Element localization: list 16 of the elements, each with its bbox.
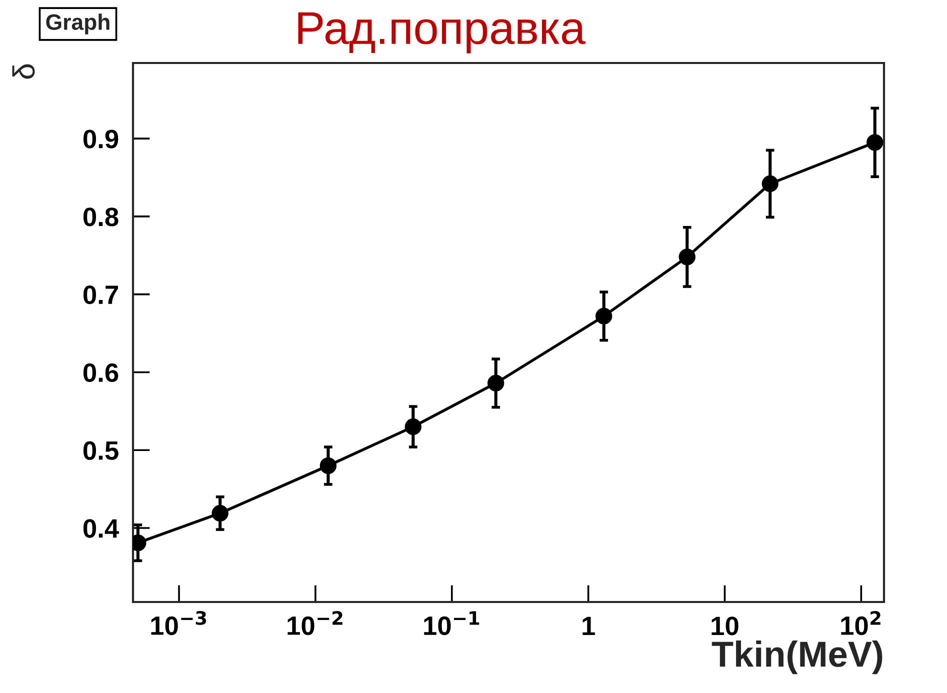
y-tick-label: 0.9 xyxy=(83,130,118,148)
x-tick-label: 10$^{−1}$ xyxy=(424,611,480,636)
x-tick-label: 10 xyxy=(712,616,738,636)
y-tick-label: 0.5 xyxy=(83,441,118,460)
y-tick-label: 0.7 xyxy=(83,285,118,304)
y-axis-title: δ xyxy=(12,64,35,79)
x-tick-label: 10$^{−2}$ xyxy=(288,611,342,636)
x-axis-title: Tkin(MeV) xyxy=(712,640,882,674)
x-tick-label: 1 xyxy=(582,616,595,636)
y-tick-label: 0.4 xyxy=(83,519,119,538)
x-tick-label: 10$^{−3}$ xyxy=(151,611,206,636)
y-tick-label: 0.6 xyxy=(83,363,118,382)
y-tick-label: 0.8 xyxy=(83,208,118,226)
chart-title: Рад.поправка xyxy=(298,12,586,54)
text: Graph xyxy=(46,14,110,34)
x-tick-label: 10$^{2}$ xyxy=(841,611,880,636)
